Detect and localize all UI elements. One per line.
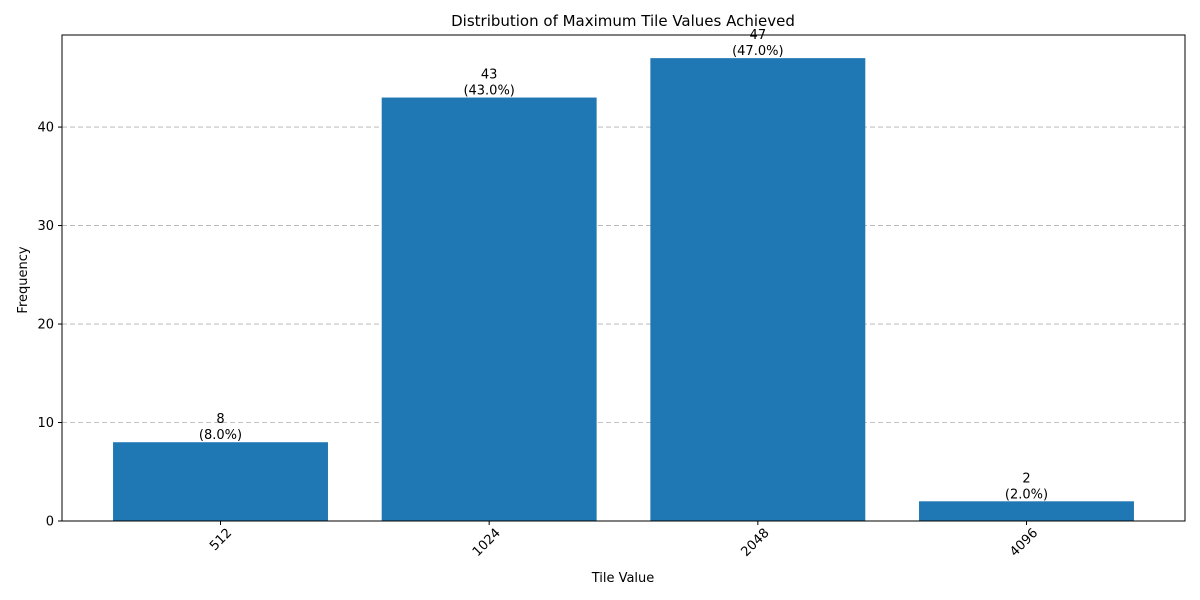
bar-1024 [381, 97, 597, 521]
chart-title: Distribution of Maximum Tile Values Achi… [451, 12, 795, 30]
y-tick-label-10: 10 [37, 416, 54, 431]
data-label-percent-512: (8.0%) [199, 428, 242, 443]
data-label-count-512: 8 [216, 412, 224, 427]
axes-frame [61, 34, 1186, 522]
data-label-count-1024: 43 [481, 68, 498, 83]
x-tick-label-512: 512 [207, 526, 235, 554]
y-axis-label: Frequency [16, 246, 31, 313]
x-axis-ticks: 512 1024 2048 4096 [207, 521, 1041, 560]
grid-lines [62, 126, 1185, 423]
y-tick-label-40: 40 [37, 121, 54, 136]
data-label-percent-2048: (47.0%) [732, 44, 783, 59]
bars [113, 58, 1134, 522]
bar-2048 [650, 58, 866, 522]
data-label-percent-1024: (43.0%) [463, 84, 514, 99]
data-label-count-4096: 2 [1022, 471, 1030, 486]
bar-512 [113, 442, 328, 521]
data-labels: 8(8.0%) 43(43.0%) 47(47.0%) 2(2.0%) [199, 28, 1048, 502]
y-tick-label-30: 30 [37, 219, 54, 234]
bar-4096 [919, 501, 1134, 521]
x-axis-label: Tile Value [591, 571, 655, 586]
x-tick-label-2048: 2048 [739, 526, 773, 560]
x-tick-label-4096: 4096 [1007, 526, 1041, 560]
y-axis-ticks: 0 10 20 30 40 [37, 121, 62, 530]
x-tick-label-1024: 1024 [470, 526, 504, 560]
data-label-count-2048: 47 [750, 28, 767, 43]
y-tick-label-20: 20 [37, 318, 54, 333]
y-tick-label-0: 0 [46, 515, 54, 530]
data-label-percent-4096: (2.0%) [1005, 487, 1048, 502]
